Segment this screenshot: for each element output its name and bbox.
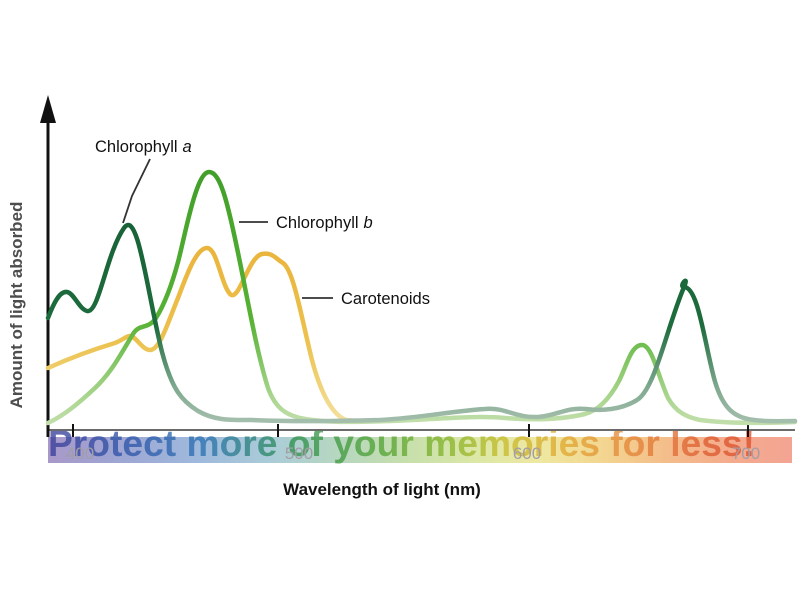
chlorophyll-a-label-italic: a: [183, 138, 192, 156]
tick-label-400: 400: [66, 444, 94, 463]
chlorophyll-a-label: Chlorophyll a: [95, 138, 192, 156]
chlorophyll-a-pointer-line: [122, 158, 151, 224]
carotenoids-label: Carotenoids: [341, 290, 430, 308]
chlorophyll-b-label-text: Chlorophyll: [276, 214, 359, 232]
y-axis-arrowhead-icon: [40, 95, 56, 123]
chlorophyll-a-label-text: Chlorophyll: [95, 138, 178, 156]
visible-light-spectrum-bar: [48, 437, 792, 463]
x-axis-title: Wavelength of light (nm): [283, 480, 481, 499]
y-axis-title: Amount of light absorbed: [7, 202, 26, 409]
x-axis-tick-labels: 400 500 600 700: [66, 444, 760, 463]
chlorophyll-b-label: Chlorophyll b: [276, 214, 373, 232]
tick-label-600: 600: [513, 444, 541, 463]
chlorophyll-a-curve: [45, 223, 798, 424]
carotenoids-curve: [45, 245, 361, 424]
tick-label-500: 500: [285, 444, 313, 463]
x-axis-ticks: [72, 424, 749, 437]
tick-label-700: 700: [732, 444, 760, 463]
chlorophyll-b-label-italic: b: [364, 214, 373, 232]
